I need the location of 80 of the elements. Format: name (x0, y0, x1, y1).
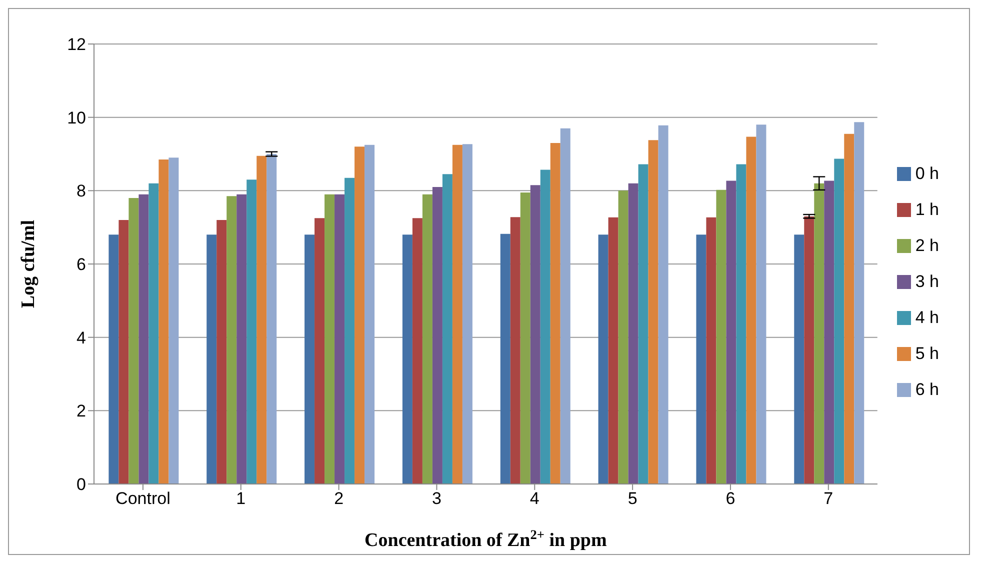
bar (844, 134, 854, 484)
bar (658, 125, 668, 484)
bar (854, 122, 864, 484)
bar (628, 183, 638, 484)
bar (314, 218, 325, 484)
bar (226, 196, 237, 484)
bar (422, 194, 432, 484)
x-tick-label: Control (116, 489, 170, 508)
bar (540, 170, 550, 484)
bar (148, 183, 159, 484)
x-tick-label: 3 (432, 489, 442, 508)
bar (598, 234, 608, 484)
bar (246, 180, 257, 484)
bar (354, 146, 365, 484)
bar (236, 194, 247, 484)
legend-label: 5 h (915, 344, 939, 362)
bar (824, 180, 834, 484)
bar (412, 218, 422, 484)
legend-label: 4 h (915, 308, 939, 326)
legend-label: 2 h (915, 236, 939, 254)
bar (266, 154, 277, 484)
bar (834, 158, 844, 484)
bar (138, 194, 149, 484)
bar (736, 164, 746, 484)
x-axis-title: Concentration of Zn$^{2+}$ in ppm (364, 526, 607, 551)
y-tick-label: 6 (76, 255, 86, 274)
y-tick-label: 8 (76, 182, 86, 201)
x-tick-label: 6 (726, 489, 736, 508)
bar (706, 217, 716, 484)
y-tick-label: 10 (67, 108, 86, 128)
bar (746, 136, 756, 484)
legend-label: 0 h (915, 164, 939, 182)
bar (432, 187, 442, 484)
bar (304, 234, 315, 484)
y-axis-title: Log cfu/ml (18, 220, 39, 308)
bar (510, 217, 520, 484)
bar (638, 164, 648, 484)
bar (726, 180, 736, 484)
y-tick-label: 2 (76, 402, 86, 421)
y-tick-label: 0 (76, 475, 86, 494)
bar (108, 234, 119, 484)
bar (118, 220, 129, 484)
bar (256, 156, 267, 484)
bar (618, 190, 628, 484)
bar (402, 234, 412, 484)
bar (216, 220, 227, 484)
bar (530, 185, 540, 484)
bar (334, 194, 345, 484)
x-tick-label: 7 (824, 489, 834, 508)
y-tick-label: 4 (76, 328, 86, 348)
y-tick-label: 12 (67, 35, 86, 54)
bar (206, 234, 217, 484)
legend-label: 1 h (915, 200, 939, 218)
bar (324, 194, 335, 484)
bar (716, 190, 726, 484)
bar (520, 192, 530, 484)
x-tick-label: 5 (628, 489, 638, 508)
legend-label: 3 h (915, 272, 939, 290)
bar (804, 216, 814, 484)
bar (168, 158, 179, 484)
bar (550, 143, 560, 484)
bar (462, 144, 472, 484)
x-tick-label: 1 (236, 489, 246, 508)
bar (696, 234, 706, 484)
x-tick-label: 4 (530, 489, 540, 508)
bar (442, 174, 452, 484)
legend-label: 6 h (915, 380, 939, 398)
x-tick-label: 2 (334, 489, 344, 508)
bar (452, 144, 462, 484)
bar (158, 160, 169, 484)
bar (560, 128, 570, 484)
bar (128, 198, 139, 484)
bar (500, 234, 510, 484)
bar (648, 140, 658, 484)
bar (344, 178, 355, 484)
bar (814, 183, 824, 484)
bar (608, 217, 618, 484)
bar (794, 234, 804, 484)
bar (364, 144, 375, 484)
bar (756, 124, 766, 484)
